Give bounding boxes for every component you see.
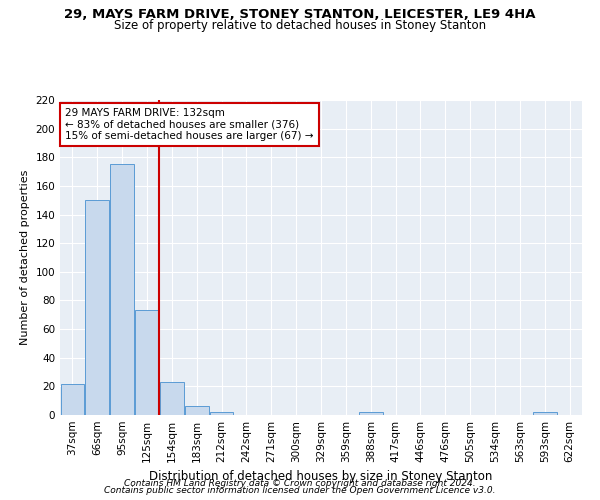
Text: 29, MAYS FARM DRIVE, STONEY STANTON, LEICESTER, LE9 4HA: 29, MAYS FARM DRIVE, STONEY STANTON, LEI… [64, 8, 536, 20]
Y-axis label: Number of detached properties: Number of detached properties [20, 170, 30, 345]
Bar [160, 382, 184, 415]
Bar [61, 384, 84, 415]
Bar [210, 412, 233, 415]
Bar [110, 164, 134, 415]
Text: Contains HM Land Registry data © Crown copyright and database right 2024.: Contains HM Land Registry data © Crown c… [124, 478, 476, 488]
Bar [85, 200, 109, 415]
Bar [533, 412, 557, 415]
Bar [135, 310, 159, 415]
Text: Contains public sector information licensed under the Open Government Licence v3: Contains public sector information licen… [104, 486, 496, 495]
Bar [359, 412, 383, 415]
X-axis label: Distribution of detached houses by size in Stoney Stanton: Distribution of detached houses by size … [149, 470, 493, 484]
Bar [185, 406, 209, 415]
Text: 29 MAYS FARM DRIVE: 132sqm
← 83% of detached houses are smaller (376)
15% of sem: 29 MAYS FARM DRIVE: 132sqm ← 83% of deta… [65, 108, 314, 141]
Text: Size of property relative to detached houses in Stoney Stanton: Size of property relative to detached ho… [114, 19, 486, 32]
